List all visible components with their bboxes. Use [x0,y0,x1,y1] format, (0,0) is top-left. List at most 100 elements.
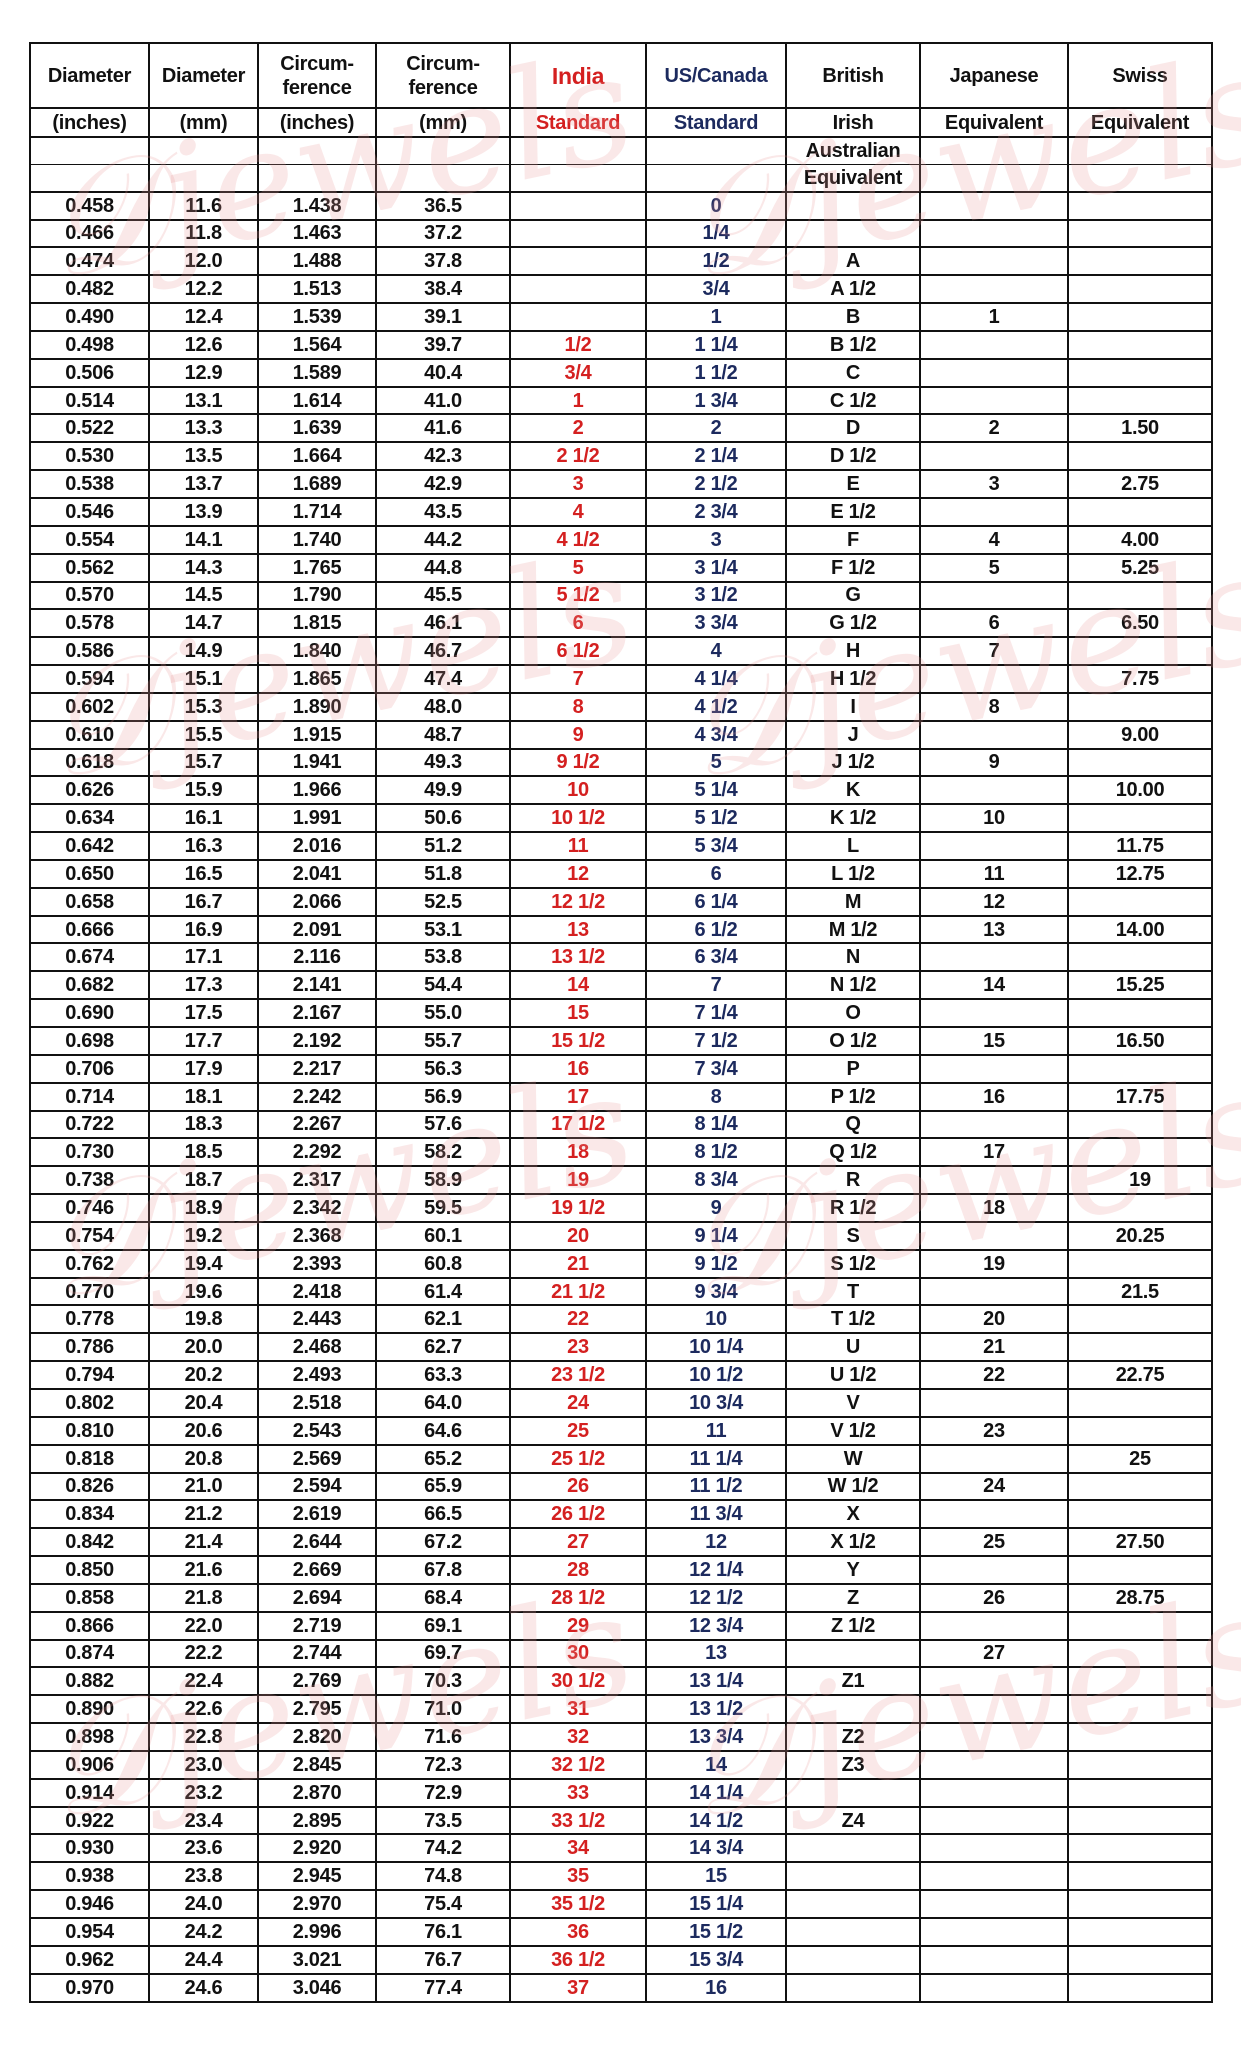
british-irish-australian-cell: British [785,42,921,109]
british-irish-australian-cell: Irish [785,107,921,138]
japanese-equivalent-cell [919,274,1069,305]
diameter-inches-cell: 0.554 [29,524,150,555]
circumference-inches-cell: 2.669 [257,1555,377,1585]
table-row: 0.546 13.9 1.714 43.5 4 2 3/4 E 1/2 [29,496,1213,527]
india-standard-cell: 11 [509,831,647,861]
circumference-mm-cell: 41.6 [375,413,511,444]
diameter-inches-cell: 0.674 [29,942,150,973]
circumference-mm-cell: 72.3 [375,1749,511,1780]
diameter-mm-cell: 15.9 [148,775,259,806]
us-canada-standard-cell: 14 1/4 [645,1777,787,1808]
india-standard-cell: 13 1/2 [509,942,647,973]
circumference-mm-cell: (mm) [375,107,511,138]
swiss-equivalent-cell [1067,691,1213,722]
british-irish-australian-cell: Z4 [785,1805,921,1836]
japanese-equivalent-cell [919,329,1069,360]
diameter-inches-cell: 0.610 [29,719,150,750]
diameter-mm-cell: Diameter [148,42,259,109]
diameter-inches-cell: 0.690 [29,998,150,1028]
japanese-equivalent-cell: 22 [919,1360,1069,1390]
british-irish-australian-cell: W [785,1443,921,1474]
diameter-inches-cell: 0.866 [29,1610,150,1641]
diameter-inches-cell: 0.874 [29,1638,150,1669]
diameter-inches-cell: 0.818 [29,1443,150,1474]
swiss-equivalent-cell: 16.50 [1067,1026,1213,1056]
india-standard-cell: 26 1/2 [509,1499,647,1530]
table-row: 0.834 21.2 2.619 66.5 26 1/2 11 3/4 X [29,1499,1213,1530]
diameter-mm-cell: 12.0 [148,246,259,277]
swiss-equivalent-cell: 17.75 [1067,1081,1213,1112]
us-canada-standard-cell: 8 1/4 [645,1109,787,1140]
us-canada-standard-cell: 9 [645,1193,787,1223]
table-row: 0.754 19.2 2.368 60.1 20 9 1/4 S 20.25 [29,1220,1213,1251]
us-canada-standard-cell: 14 1/2 [645,1805,787,1836]
swiss-equivalent-cell [1067,357,1213,388]
india-standard-cell: 22 [509,1304,647,1335]
diameter-inches-cell: 0.706 [29,1053,150,1084]
diameter-inches-cell: 0.722 [29,1109,150,1140]
ring-size-conversion-table: Diameter Diameter Circum-ference Circum-fer… [29,42,1213,2003]
table-row: 0.498 12.6 1.564 39.7 1/2 1 1/4 B 1/2 [29,329,1213,360]
us-canada-standard-cell: 2 3/4 [645,496,787,527]
table-row: 0.746 18.9 2.342 59.5 19 1/2 9 R 1/2 18 [29,1193,1213,1223]
us-canada-standard-cell: 8 1/2 [645,1137,787,1168]
diameter-mm-cell: 21.4 [148,1527,259,1558]
diameter-mm-cell: 23.8 [148,1861,259,1892]
circumference-inches-cell: 1.463 [257,218,377,249]
us-canada-standard-cell: 7 1/2 [645,1026,787,1056]
british-irish-australian-cell: Q [785,1109,921,1140]
japanese-equivalent-cell: 18 [919,1193,1069,1223]
us-canada-standard-cell: 14 3/4 [645,1833,787,1864]
table-row: 0.874 22.2 2.744 69.7 30 13 27 [29,1638,1213,1669]
diameter-inches-cell: 0.586 [29,636,150,667]
circumference-inches-cell: 1.941 [257,747,377,778]
circumference-mm-cell: 60.1 [375,1220,511,1251]
british-irish-australian-cell: I [785,691,921,722]
circumference-inches-cell: 2.368 [257,1220,377,1251]
swiss-equivalent-cell: 5.25 [1067,552,1213,583]
japanese-equivalent-cell: 10 [919,803,1069,834]
us-canada-standard-cell: US/Canada [645,42,787,109]
table-row: 0.594 15.1 1.865 47.4 7 4 1/4 H 1/2 7.75 [29,664,1213,694]
japanese-equivalent-cell [919,1610,1069,1641]
table-row: 0.802 20.4 2.518 64.0 24 10 3/4 V [29,1387,1213,1418]
india-standard-cell: 33 1/2 [509,1805,647,1836]
circumference-inches-cell: 1.840 [257,636,377,667]
india-standard-cell: 17 1/2 [509,1109,647,1140]
circumference-inches-cell [257,163,377,193]
india-standard-cell: 36 [509,1917,647,1947]
swiss-equivalent-cell [1067,1972,1213,2003]
circumference-mm-cell: 39.1 [375,302,511,332]
british-irish-australian-cell: H 1/2 [785,664,921,694]
table-row: 0.906 23.0 2.845 72.3 32 1/2 14 Z3 [29,1749,1213,1780]
swiss-equivalent-cell [1067,1415,1213,1446]
circumference-mm-cell: 56.9 [375,1081,511,1112]
japanese-equivalent-cell [919,580,1069,611]
circumference-inches-cell: 2.342 [257,1193,377,1223]
diameter-mm-cell: 21.0 [148,1471,259,1502]
british-irish-australian-cell: V [785,1387,921,1418]
diameter-inches-cell: 0.682 [29,970,150,1001]
swiss-equivalent-cell: 12.75 [1067,858,1213,889]
swiss-equivalent-cell [1067,1137,1213,1168]
british-irish-australian-cell [785,1889,921,1919]
us-canada-standard-cell: 5 3/4 [645,831,787,861]
swiss-equivalent-cell: 28.75 [1067,1582,1213,1613]
british-irish-australian-cell: X 1/2 [785,1527,921,1558]
india-standard-cell: 16 [509,1053,647,1084]
table-row: 0.706 17.9 2.217 56.3 16 7 3/4 P [29,1053,1213,1084]
diameter-mm-cell: 17.1 [148,942,259,973]
circumference-mm-cell: 48.0 [375,691,511,722]
table-row: 0.786 20.0 2.468 62.7 23 10 1/4 U 21 [29,1332,1213,1363]
diameter-mm-cell: 13.9 [148,496,259,527]
india-standard-cell: India [509,42,647,109]
british-irish-australian-cell: N [785,942,921,973]
circumference-inches-cell: 2.870 [257,1777,377,1808]
circumference-inches-cell: 1.915 [257,719,377,750]
diameter-inches-cell: 0.930 [29,1833,150,1864]
india-standard-cell: 2 1/2 [509,441,647,472]
swiss-equivalent-cell [1067,1861,1213,1892]
us-canada-standard-cell: 9 1/2 [645,1248,787,1279]
circumference-inches-cell: 1.614 [257,385,377,416]
british-irish-australian-cell: M 1/2 [785,914,921,945]
